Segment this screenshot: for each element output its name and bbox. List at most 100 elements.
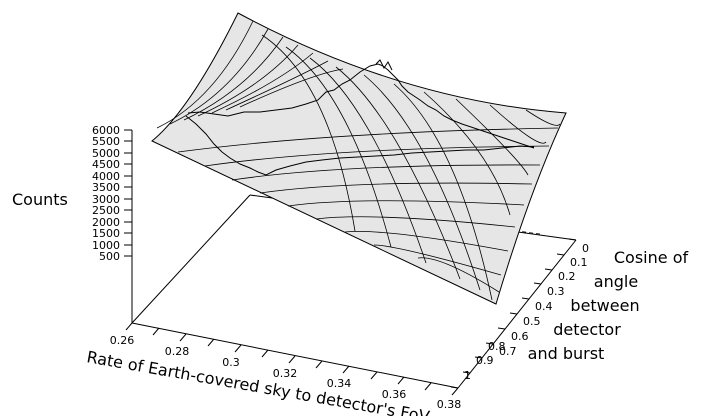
x-tick (424, 382, 432, 391)
grid-line (423, 91, 511, 216)
x-axis-label: Rate of Earth-covered sky to detector's … (85, 347, 431, 416)
y-tick (474, 356, 483, 359)
z-tick-label: 5000 (92, 147, 120, 160)
y-tick-label: 0.5 (523, 315, 541, 328)
x-tick (315, 360, 323, 369)
y-tick-label: 0.7 (499, 345, 517, 358)
y-tick-label: 1 (464, 369, 471, 382)
x-tick-label: 0.26 (110, 334, 135, 347)
z-tick-label: 3500 (92, 181, 120, 194)
spike (375, 59, 393, 71)
lower-curve (185, 115, 535, 176)
y-tick (485, 342, 494, 345)
x-tick (370, 371, 378, 380)
z-tick-label: 4000 (92, 170, 120, 183)
x-tick (451, 387, 459, 396)
y-tick (450, 386, 459, 389)
z-tick-label: 2500 (92, 204, 120, 217)
grid-line (177, 127, 559, 153)
y-tick (533, 282, 542, 285)
grid-line (455, 98, 529, 176)
grid-line (335, 66, 461, 280)
y-axis-label: Cosine of angle between detector and bur… (528, 248, 689, 363)
grid-line (285, 46, 392, 248)
grid-line (204, 145, 550, 167)
y-axis-label-line: detector (553, 320, 621, 339)
grid-line (183, 36, 284, 121)
x-tick (152, 327, 160, 336)
grid-line (315, 216, 516, 228)
surface (151, 12, 567, 305)
z-tick-label: 1500 (92, 227, 120, 240)
grid-line (363, 74, 481, 291)
y-tick-label: 0.1 (570, 256, 588, 269)
y-tick (568, 238, 577, 241)
y-tick-label: 0.9 (476, 354, 494, 367)
x-tick-label: 0.38 (437, 398, 462, 411)
y-tick-label: 0.2 (558, 270, 576, 283)
grid-line (197, 44, 299, 117)
x-tick-label: 0.36 (382, 388, 407, 401)
z-tick-label: 500 (99, 250, 120, 263)
y-tick (509, 312, 518, 315)
y-axis-label-line: angle (594, 272, 638, 291)
y-tick-label: 0 (582, 242, 589, 255)
grid-line (489, 104, 547, 144)
y-axis-label-line: Cosine of (614, 248, 689, 267)
surface-curves (185, 59, 535, 176)
grid-line (309, 57, 427, 264)
grid-line (393, 83, 493, 301)
grid-line (344, 231, 509, 252)
y-tick-labels: 0 0.1 0.2 0.3 0.4 0.5 0.6 0.7 0.8 0.9 1 (464, 242, 589, 382)
x-tick-label: 0.32 (273, 367, 298, 380)
x-tick (234, 344, 242, 353)
z-tick-label: 6000 (92, 124, 120, 137)
grid-line (169, 28, 269, 125)
z-axis-ticks (124, 129, 132, 257)
x-tick-label: 0.28 (165, 345, 190, 358)
x-tick (179, 333, 187, 342)
grid-line (287, 200, 525, 207)
grid-line (259, 182, 533, 194)
x-tick-label: 0.3 (222, 356, 240, 369)
x-axis-ticks (125, 322, 459, 396)
z-axis-label: Counts (12, 190, 68, 209)
y-tick-label: 0.3 (547, 285, 565, 298)
y-axis-ticks (450, 238, 577, 389)
upper-curve (187, 63, 535, 149)
surface-grid (156, 20, 561, 301)
y-tick-label: 0.4 (535, 300, 553, 313)
grid-line (261, 34, 356, 232)
z-tick-labels: 500 1000 1500 2000 2500 3000 3500 4000 4… (92, 124, 120, 263)
y-tick (462, 371, 471, 374)
x-tick (207, 338, 215, 347)
y-tick (556, 253, 565, 256)
z-tick-label: 1000 (92, 239, 120, 252)
grid-line (373, 244, 502, 276)
x-tick (288, 355, 296, 364)
z-tick-label: 4500 (92, 158, 120, 171)
grid-line (239, 68, 344, 108)
grid-line (225, 60, 329, 111)
base-left-edge (131, 194, 251, 324)
grid-line (211, 52, 314, 114)
x-tick (261, 349, 269, 358)
surface-fill (151, 12, 567, 305)
z-tick-label: 3000 (92, 193, 120, 206)
x-tick (397, 376, 405, 385)
x-tick-label: 0.34 (327, 377, 352, 390)
x-tick-labels: 0.26 0.28 0.3 0.32 0.34 0.36 0.38 (110, 334, 462, 411)
grid-line (231, 164, 541, 181)
x-tick (342, 365, 350, 374)
y-tick (521, 297, 530, 300)
y-axis-label-line: and burst (528, 344, 605, 363)
y-axis-label-line: between (570, 296, 639, 315)
z-tick-label: 5500 (92, 135, 120, 148)
z-tick-label: 2000 (92, 216, 120, 229)
grid-line (417, 257, 500, 293)
y-tick (497, 327, 506, 330)
grid-line (525, 109, 561, 126)
grid-line (156, 20, 254, 129)
x-tick (125, 322, 133, 331)
